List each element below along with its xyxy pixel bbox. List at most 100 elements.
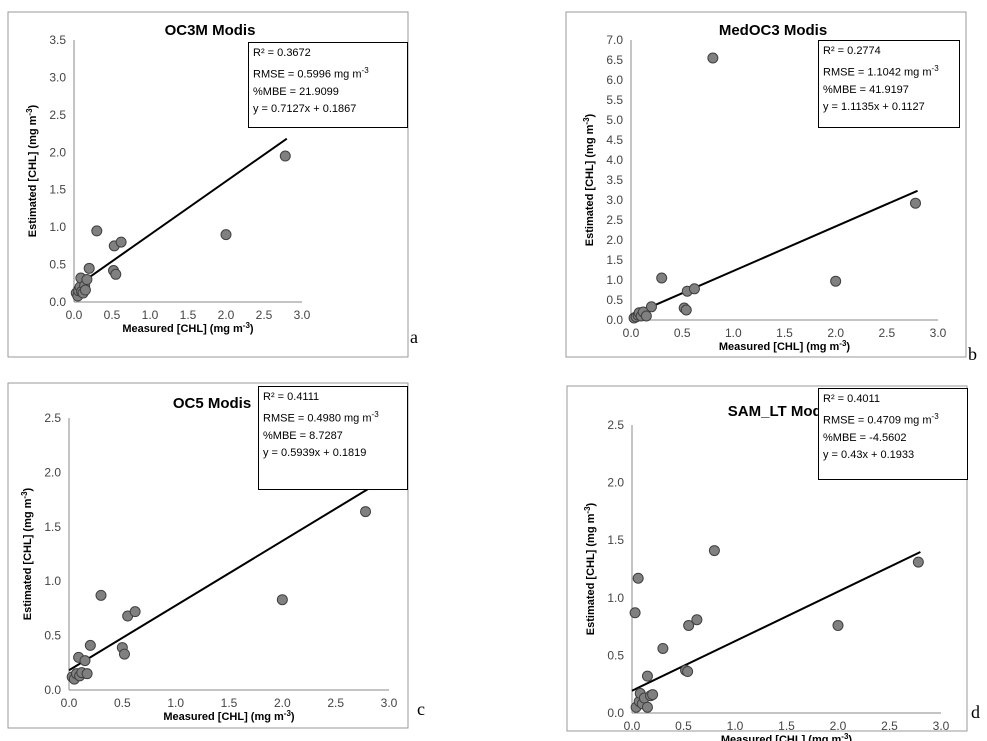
x-tick-label: 0.0 [624,719,641,733]
y-tick-label: 1.0 [606,273,623,287]
y-tick-label: 2.0 [606,233,623,247]
stat-r-squared: R² = 0.2774 [823,45,881,57]
data-point [279,150,291,162]
data-point [629,607,641,619]
y-tick-label: 0.5 [606,293,623,307]
stat-regression-equation: y = 1.1135x + 0.1127 [823,100,925,113]
panel-label: c [417,699,425,719]
stat-mbe: %MBE = -4.5602 [823,431,907,444]
panel-label: b [968,344,977,364]
y-tick-label: 2.5 [607,418,624,432]
chart-title: MedOC3 Modis [719,22,827,39]
data-point [81,274,93,286]
x-tick-label: 0.5 [104,308,121,322]
y-tick-label: 2.5 [49,108,66,122]
panel-label: d [971,702,980,722]
x-tick-label: 1.5 [776,326,793,340]
data-point [645,301,657,313]
stat-regression-equation: y = 0.5939x + 0.1819 [263,446,367,459]
y-tick-label: 6.0 [606,73,623,87]
y-tick-label: 3.0 [49,70,66,84]
x-tick-label: 1.0 [727,719,744,733]
y-tick-label: 2.0 [44,465,61,479]
stat-rmse: RMSE = 1.1042 mg m-3 [823,64,939,79]
x-tick-label: 2.0 [827,326,844,340]
stat-rmse: RMSE = 0.5996 mg m-3 [253,66,369,81]
chart-title: SAM_LT Modis [728,403,834,420]
trendline [68,488,369,672]
panel-label: a [410,327,418,347]
trendline [631,551,921,692]
y-axis-label: Estimated [CHL] (mg m-3) [583,502,598,635]
x-tick-label: 2.5 [256,308,273,322]
data-point [640,310,652,322]
x-tick-label: 2.0 [274,696,291,710]
y-tick-label: 1.5 [607,533,624,547]
x-axis-label: Measured [CHL] (mg m-3) [721,732,853,741]
stat-r-squared: R² = 0.4111 [263,391,320,403]
chart-title: OC3M Modis [165,22,256,39]
data-point [909,197,921,209]
data-point [110,268,122,280]
x-axis-label: Measured [CHL] (mg m-3) [122,321,254,336]
trendline [630,189,918,317]
data-point [691,614,703,626]
chart-title: OC5 Modis [173,395,251,412]
y-tick-label: 0.5 [44,629,61,643]
y-tick-label: 0.5 [607,648,624,662]
data-point [683,619,695,631]
y-tick-label: 2.0 [607,476,624,490]
data-point [81,668,93,680]
y-tick-label: 5.5 [606,93,623,107]
y-tick-label: 1.5 [606,253,623,267]
data-point [832,619,844,631]
y-tick-label: 0.0 [49,295,66,309]
data-point [708,545,720,557]
y-tick-label: 1.0 [49,220,66,234]
y-tick-label: 2.5 [44,411,61,425]
data-point [641,670,653,682]
data-point [95,589,107,601]
data-point [912,556,924,568]
data-point [647,689,659,701]
y-tick-label: 6.5 [606,53,623,67]
data-point [129,606,141,618]
y-axis-label: Estimated [CHL] (mg m-3) [20,487,35,620]
y-tick-label: 0.0 [44,683,61,697]
y-tick-label: 1.5 [44,520,61,534]
data-point [657,642,669,654]
y-tick-label: 1.5 [49,183,66,197]
stats-box: R² = 0.3672 RMSE = 0.5996 mg m-3 %MBE = 21… [248,42,408,128]
y-tick-label: 3.5 [606,173,623,187]
data-point [688,283,700,295]
data-point [360,506,372,518]
x-tick-label: 1.0 [167,696,184,710]
y-axis-label: Estimated [CHL] (mg m-3) [25,104,40,237]
data-point [707,52,719,64]
data-point [91,225,103,237]
y-axis-label: Estimated [CHL] (mg m-3) [582,113,597,246]
stat-r-squared: R² = 0.3672 [253,47,311,59]
x-tick-label: 1.5 [180,308,197,322]
stat-rmse: RMSE = 0.4709 mg m-3 [823,412,939,427]
y-tick-label: 1.0 [44,574,61,588]
x-tick-label: 1.5 [221,696,238,710]
y-tick-label: 5.0 [606,113,623,127]
x-tick-label: 3.0 [930,326,947,340]
y-tick-label: 2.0 [49,145,66,159]
x-tick-label: 0.0 [61,696,78,710]
stat-mbe: %MBE = 8.7287 [263,429,343,442]
x-tick-label: 0.5 [114,696,131,710]
x-tick-label: 2.0 [830,719,847,733]
data-point [79,655,91,667]
x-tick-label: 2.5 [327,696,344,710]
y-tick-label: 0.0 [606,313,623,327]
data-point [276,594,288,606]
x-tick-label: 0.0 [623,326,640,340]
stat-regression-equation: y = 0.43x + 0.1933 [823,448,915,461]
data-point [83,262,95,274]
stat-regression-equation: y = 0.7127x + 0.1867 [253,102,357,115]
y-tick-label: 3.5 [49,33,66,47]
data-point [118,648,130,660]
